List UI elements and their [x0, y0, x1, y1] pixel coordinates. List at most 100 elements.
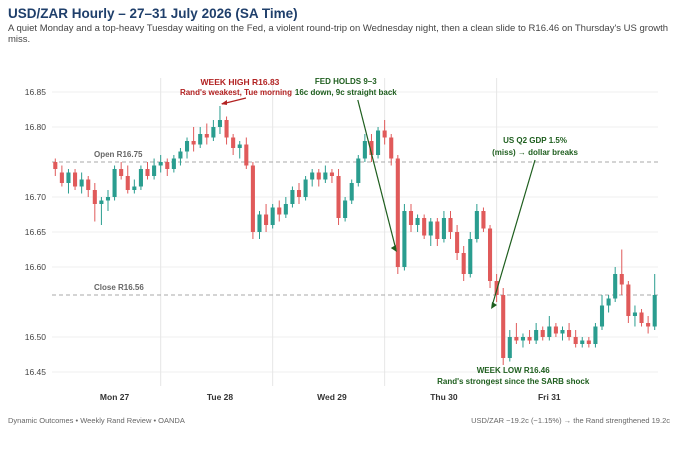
candle-body	[553, 326, 558, 334]
candle-body	[626, 284, 631, 316]
candle-body	[593, 326, 598, 344]
annotation-gdp-arrowhead	[491, 302, 498, 309]
candle-body	[244, 144, 249, 166]
candle-body	[547, 326, 552, 337]
candle-body	[178, 151, 183, 159]
candle-body	[191, 141, 196, 145]
y-tick-label: 16.85	[25, 87, 47, 97]
candle-body	[441, 218, 446, 239]
annotation-fed-arrowhead	[390, 245, 397, 252]
candle-body	[428, 221, 433, 236]
chart-subtitle: A quiet Monday and a top-heavy Tuesday w…	[8, 23, 669, 45]
candle-body	[408, 211, 414, 225]
candle-body	[514, 337, 519, 341]
gridlines	[52, 91, 658, 373]
source-note: Dynamic Outcomes • Weekly Rand Review • …	[8, 416, 185, 425]
candle-body	[632, 312, 637, 316]
candle-body	[53, 162, 58, 169]
candle-body	[606, 298, 611, 306]
candle-body	[349, 183, 354, 201]
reference-label-close: Close R16.56	[94, 283, 144, 292]
y-tick-label: 16.50	[25, 332, 47, 342]
candle-body	[448, 218, 453, 232]
candle-body	[99, 200, 104, 204]
x-tick-label: Mon 27	[100, 392, 130, 402]
candle-body	[435, 221, 440, 239]
candle-body	[395, 158, 400, 267]
candle-body	[250, 165, 255, 232]
candle-body	[283, 204, 288, 215]
candle-body	[356, 158, 361, 183]
candle-body	[171, 158, 176, 169]
candle-body	[224, 120, 229, 138]
candle-body	[560, 330, 565, 334]
candle-body	[481, 211, 486, 229]
candle-body	[323, 172, 328, 180]
y-tick-label: 16.65	[25, 227, 47, 237]
candle-body	[613, 274, 618, 299]
candle-body	[211, 127, 216, 138]
candle-body	[112, 169, 117, 197]
candle-body	[402, 211, 407, 267]
reference-label-open: Open R16.75	[94, 150, 143, 159]
candle-body	[468, 239, 473, 274]
candle-body	[145, 169, 150, 176]
annotation-gdp-caption: (miss) → dollar breaks	[492, 148, 578, 157]
candle-body	[540, 330, 545, 337]
candle-body	[217, 120, 223, 127]
candle-body	[362, 141, 367, 159]
x-axis: Mon 27 Tue 28 Wed 29 Thu 30 Fri 31	[100, 392, 561, 402]
candle-body	[586, 340, 591, 344]
summary-note: USD/ZAR −19.2c (−1.15%) → the Rand stren…	[471, 416, 670, 425]
candle-body	[461, 253, 466, 274]
candle-body	[580, 340, 585, 344]
chart-title: USD/ZAR Hourly – 27–31 July 2026 (SA Tim…	[8, 6, 298, 21]
candle-body	[165, 162, 170, 169]
candle-body	[336, 176, 341, 218]
candlestick-chart: 16.45 16.50 16.60 16.65 16.70 16.80 16.85 Open…	[25, 77, 658, 402]
candle-body	[573, 337, 578, 344]
candle-body	[66, 172, 71, 183]
candle-body	[237, 144, 242, 148]
candle-body	[415, 218, 420, 225]
y-tick-label: 16.70	[25, 192, 47, 202]
candle-body	[231, 137, 236, 148]
candle-body	[105, 197, 111, 201]
reference-lines: Open R16.75 Close R16.56	[52, 150, 658, 296]
y-tick-label: 16.60	[25, 262, 47, 272]
candle-body	[487, 228, 493, 281]
y-axis: 16.45 16.50 16.60 16.65 16.70 16.80 16.85	[25, 87, 47, 377]
x-tick-label: Tue 28	[207, 392, 234, 402]
candle-body	[376, 130, 381, 155]
candle-body	[534, 330, 539, 341]
annotation-fed-arrow	[357, 99, 397, 250]
candle-body	[198, 134, 203, 145]
candle-body	[520, 337, 526, 341]
candle-body	[158, 162, 163, 166]
candle-body	[92, 190, 97, 204]
candle-body	[257, 214, 262, 232]
x-tick-label: Thu 30	[430, 392, 458, 402]
candle-body	[59, 172, 64, 183]
candle-body	[86, 179, 91, 190]
candle-body	[599, 305, 605, 327]
candle-body	[119, 169, 124, 176]
annotation-gdp-arrow	[491, 159, 536, 307]
annotation-fed-caption: 16c down, 9c straight back	[295, 88, 397, 97]
candle-body	[382, 130, 387, 138]
y-tick-label: 16.45	[25, 367, 47, 377]
candle-body	[132, 186, 137, 190]
candle-body	[204, 134, 209, 138]
annotation-week-low-caption: Rand's strongest since the SARB shock	[437, 377, 590, 386]
candle-body	[422, 218, 427, 236]
annotation-week-high-arrowhead	[220, 100, 227, 105]
candle-body	[310, 172, 315, 180]
candle-body	[264, 214, 269, 225]
candle-body	[184, 141, 190, 152]
candle-body	[316, 172, 321, 180]
candle-body	[507, 337, 512, 358]
candle-body	[277, 207, 282, 215]
candle-body	[455, 232, 460, 253]
candle-body	[125, 176, 130, 190]
